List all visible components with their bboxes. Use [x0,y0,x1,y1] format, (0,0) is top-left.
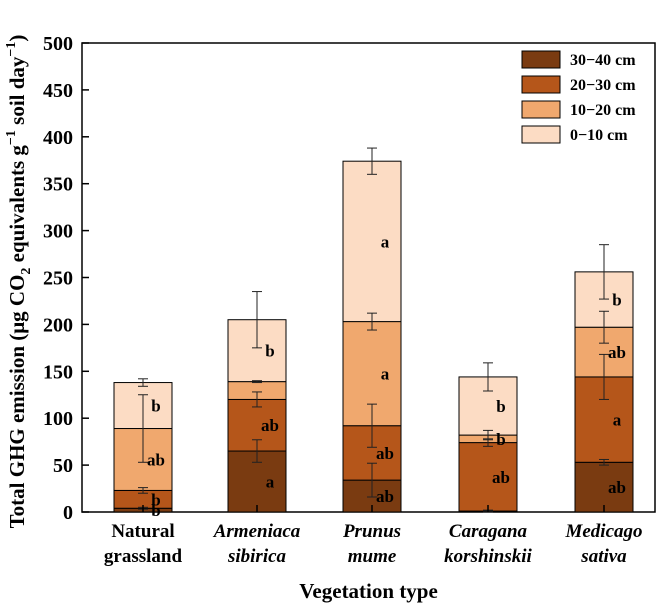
y-tick-label: 500 [43,33,73,55]
significance-letter: b [496,430,505,449]
x-tick-label: sibirica [227,546,287,567]
x-tick-label: Natural [111,521,174,542]
legend-label: 30−40 cm [570,52,636,69]
y-tick-label: 350 [43,174,73,196]
legend-swatch [521,75,561,94]
x-tick-label: korshinskii [444,546,532,567]
x-axis-title: Vegetation type [299,579,438,603]
y-tick-label: 250 [43,268,73,290]
x-tick-label: grassland [104,546,183,567]
x-tick-label: Medicago [564,521,642,542]
legend-label: 10−20 cm [570,102,636,119]
y-axis-title: Total GHG emission (μg CO2 equivalents g… [4,35,34,529]
legend-swatch [521,50,561,69]
y-tick-label: 200 [43,314,73,336]
significance-letter: ab [492,468,510,487]
bar-segment [574,461,634,513]
y-tick-label: 450 [43,80,73,102]
significance-letter: b [612,291,621,310]
significance-letter: ab [608,343,626,362]
significance-letter: ab [376,444,394,463]
bar-segment [342,160,402,323]
significance-letter: b [496,397,505,416]
significance-letter: ab [261,416,279,435]
significance-letter: ab [147,450,165,469]
x-tick-label: Armeniaca [213,521,301,542]
legend-label: 20−30 cm [570,77,636,94]
y-tick-label: 300 [43,221,73,243]
significance-letter: b [151,501,160,520]
legend-swatch [521,100,561,119]
legend-label: 0−10 cm [570,127,628,144]
x-tick-label: Prunus [342,521,401,542]
y-tick-label: 0 [63,502,73,524]
y-tick-label: 100 [43,408,73,430]
significance-letter: a [381,365,390,384]
significance-letter: ab [608,478,626,497]
x-tick-label: Caragana [449,521,528,542]
significance-letter: a [613,411,622,430]
significance-letter: ab [376,487,394,506]
significance-letter: b [151,397,160,416]
bar-segment [227,319,287,383]
y-tick-label: 400 [43,127,73,149]
significance-letter: b [151,490,160,509]
significance-letter: a [266,473,275,492]
x-tick-label: mume [348,546,397,567]
legend-swatch [521,125,561,144]
significance-letter: a [381,232,390,251]
bar-segment [227,398,287,452]
significance-letter: b [265,342,274,361]
y-tick-label: 50 [53,455,73,477]
y-tick-label: 150 [43,361,73,383]
x-tick-label: sativa [580,546,627,567]
